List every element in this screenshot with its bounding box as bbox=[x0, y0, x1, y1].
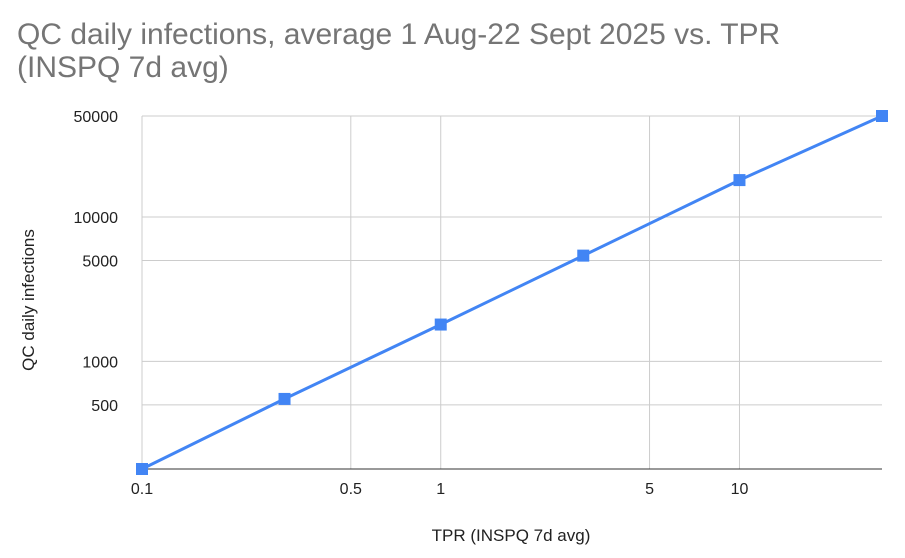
y-tick-label: 1000 bbox=[82, 354, 118, 371]
data-point bbox=[577, 249, 590, 262]
y-tick-label: 10000 bbox=[74, 210, 119, 227]
y-axis-ticks: 500 1000 5000 10000 50000 bbox=[74, 109, 119, 415]
data-point bbox=[278, 392, 291, 405]
data-point bbox=[733, 174, 746, 187]
series-line bbox=[141, 114, 883, 471]
chart-title: QC daily infections, average 1 Aug-22 Se… bbox=[17, 18, 781, 84]
x-tick-label: 5 bbox=[645, 481, 654, 498]
data-point bbox=[136, 463, 148, 475]
x-axis-label: TPR (INSPQ 7d avg) bbox=[432, 526, 591, 545]
y-tick-label: 5000 bbox=[82, 253, 118, 270]
y-tick-label: 500 bbox=[91, 398, 118, 415]
data-point bbox=[434, 318, 447, 331]
data-point bbox=[876, 110, 888, 122]
x-tick-label: 10 bbox=[731, 481, 749, 498]
x-tick-label: 0.5 bbox=[340, 481, 362, 498]
y-tick-label: 50000 bbox=[74, 109, 119, 126]
x-tick-label: 1 bbox=[436, 481, 445, 498]
grid bbox=[141, 115, 882, 470]
x-tick-label: 0.1 bbox=[131, 481, 153, 498]
y-axis-label: QC daily infections bbox=[19, 229, 38, 371]
x-axis-ticks: 0.1 0.5 1 5 10 bbox=[131, 481, 749, 498]
series-layer bbox=[136, 110, 888, 475]
